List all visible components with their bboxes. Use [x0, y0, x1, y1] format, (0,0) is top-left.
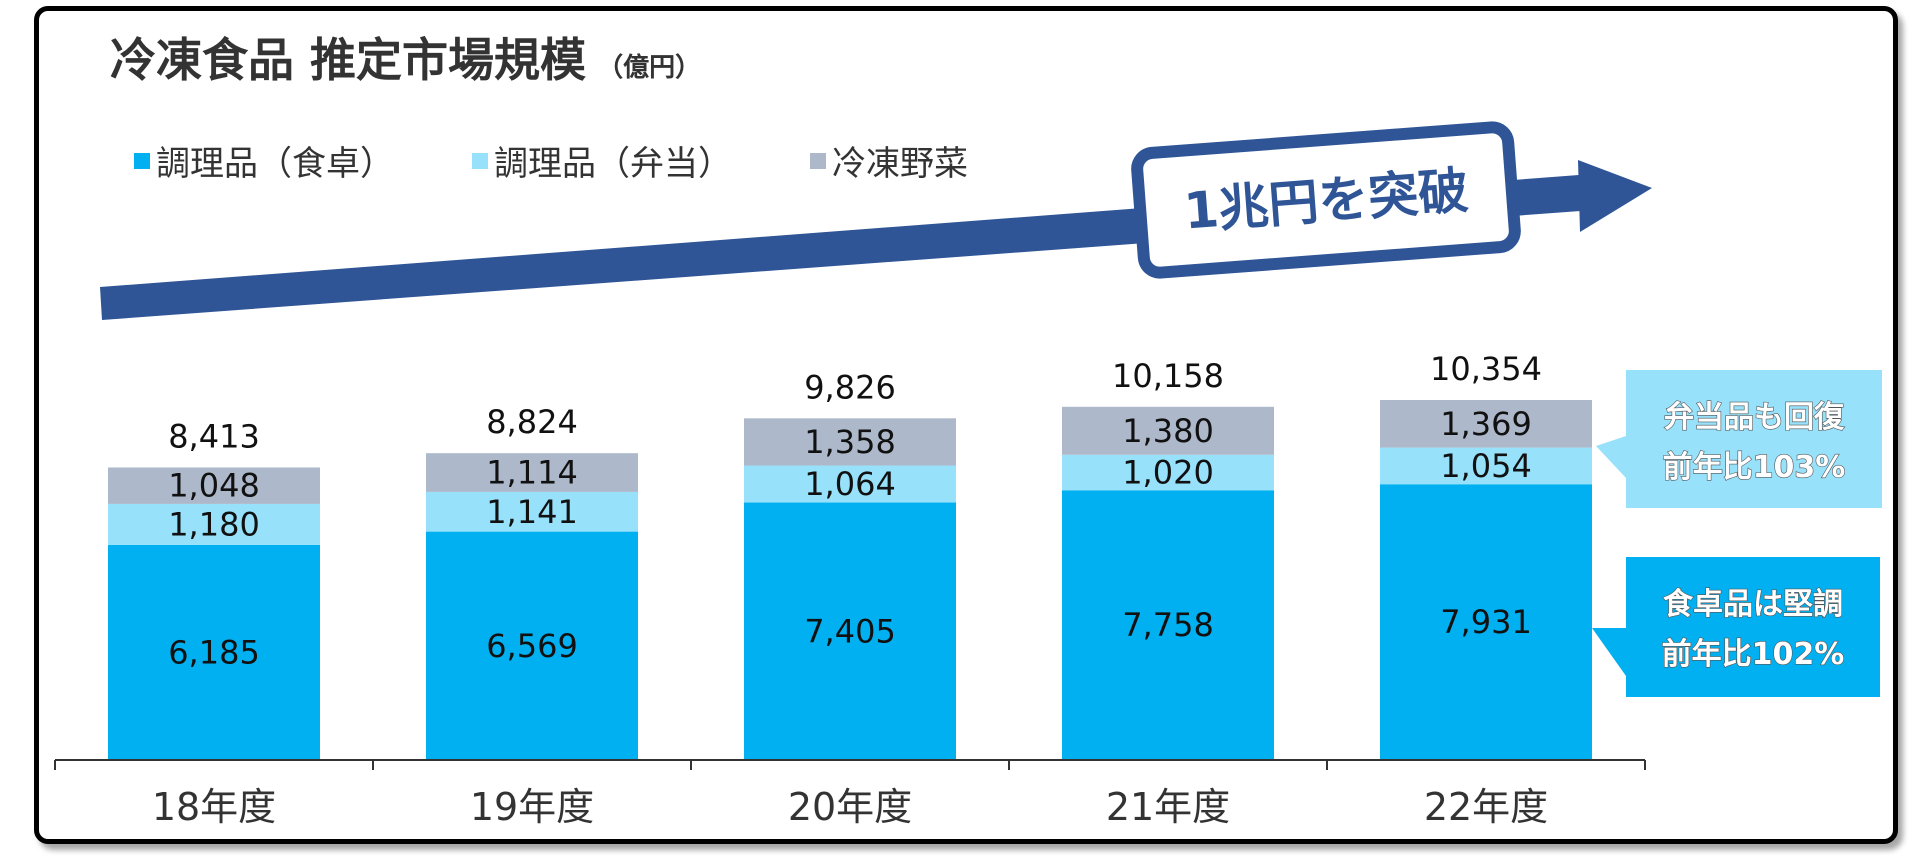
data-label-0-2: 1,048: [168, 467, 260, 505]
data-label-3-1: 1,020: [1122, 454, 1214, 492]
data-label-2-2: 1,358: [804, 423, 896, 461]
bar-3-series-1: [1062, 454, 1274, 491]
total-label-0: 8,413: [168, 417, 260, 455]
legend-label-1: 調理品（弁当）: [494, 144, 732, 184]
arrow-label-box: [1131, 121, 1521, 279]
x-tick-label-4: 22年度: [1424, 785, 1548, 829]
callout-line2-0: 前年比103%: [1663, 450, 1846, 485]
total-label-2: 9,826: [804, 368, 896, 406]
data-label-3-2: 1,380: [1122, 412, 1214, 450]
callout-box-1: [1626, 557, 1880, 697]
callout-line1-1: 食卓品は堅調: [1663, 587, 1843, 622]
data-label-2-1: 1,064: [804, 465, 896, 503]
data-label-4-2: 1,369: [1440, 405, 1532, 443]
total-label-3: 10,158: [1112, 357, 1224, 395]
legend-label-2: 冷凍野菜: [832, 144, 968, 184]
callout-tail-1: [1592, 628, 1626, 676]
x-tick-label-2: 20年度: [788, 785, 912, 829]
data-label-4-0: 7,931: [1440, 603, 1532, 641]
data-label-0-1: 1,180: [168, 505, 260, 543]
x-tick-label-1: 19年度: [470, 785, 594, 829]
chart-legend: 調理品（食卓） 調理品（弁当） 冷凍野菜: [134, 144, 968, 184]
arrow-head-icon: [1578, 160, 1652, 232]
bar-0-series-0: [108, 544, 320, 760]
bar-4-series-1: [1380, 447, 1592, 485]
total-label-4: 10,354: [1430, 350, 1542, 388]
bar-3-series-0: [1062, 490, 1274, 760]
legend-swatch-0: [134, 153, 150, 169]
legend-swatch-2: [810, 153, 826, 169]
bar-4-series-0: [1380, 484, 1592, 760]
bar-2-series-2: [744, 418, 956, 466]
growth-arrow: 1兆円を突破: [100, 121, 1652, 320]
bar-0-series-1: [108, 503, 320, 545]
callout-tail-0: [1596, 436, 1626, 478]
chart-title: 冷凍食品 推定市場規模 （億円）: [110, 33, 701, 87]
bar-4-series-2: [1380, 399, 1592, 448]
bar-2-series-1: [744, 465, 956, 503]
callout-line1-0: 弁当品も回復: [1664, 400, 1845, 435]
data-label-2-0: 7,405: [804, 612, 896, 650]
bar-1-series-1: [426, 491, 638, 532]
bar-1-series-0: [426, 531, 638, 760]
callout-box-0: [1626, 370, 1882, 508]
data-label-1-1: 1,141: [486, 493, 578, 531]
data-label-1-2: 1,114: [486, 454, 578, 492]
callout-line2-1: 前年比102%: [1662, 637, 1845, 672]
bar-2-series-0: [744, 502, 956, 760]
x-tick-label-0: 18年度: [152, 785, 276, 829]
data-label-3-0: 7,758: [1122, 606, 1214, 644]
data-label-1-0: 6,569: [486, 627, 578, 665]
legend-label-0: 調理品（食卓）: [156, 144, 394, 184]
total-label-1: 8,824: [486, 403, 578, 441]
data-label-4-1: 1,054: [1440, 447, 1532, 485]
bar-1-series-2: [426, 453, 638, 492]
data-label-0-0: 6,185: [168, 633, 260, 671]
bar-0-series-2: [108, 467, 320, 504]
x-tick-label-3: 21年度: [1106, 785, 1230, 829]
bar-3-series-2: [1062, 406, 1274, 455]
x-axis: 18年度 19年度 20年度 21年度 22年度: [54, 759, 1646, 829]
legend-swatch-1: [472, 153, 488, 169]
